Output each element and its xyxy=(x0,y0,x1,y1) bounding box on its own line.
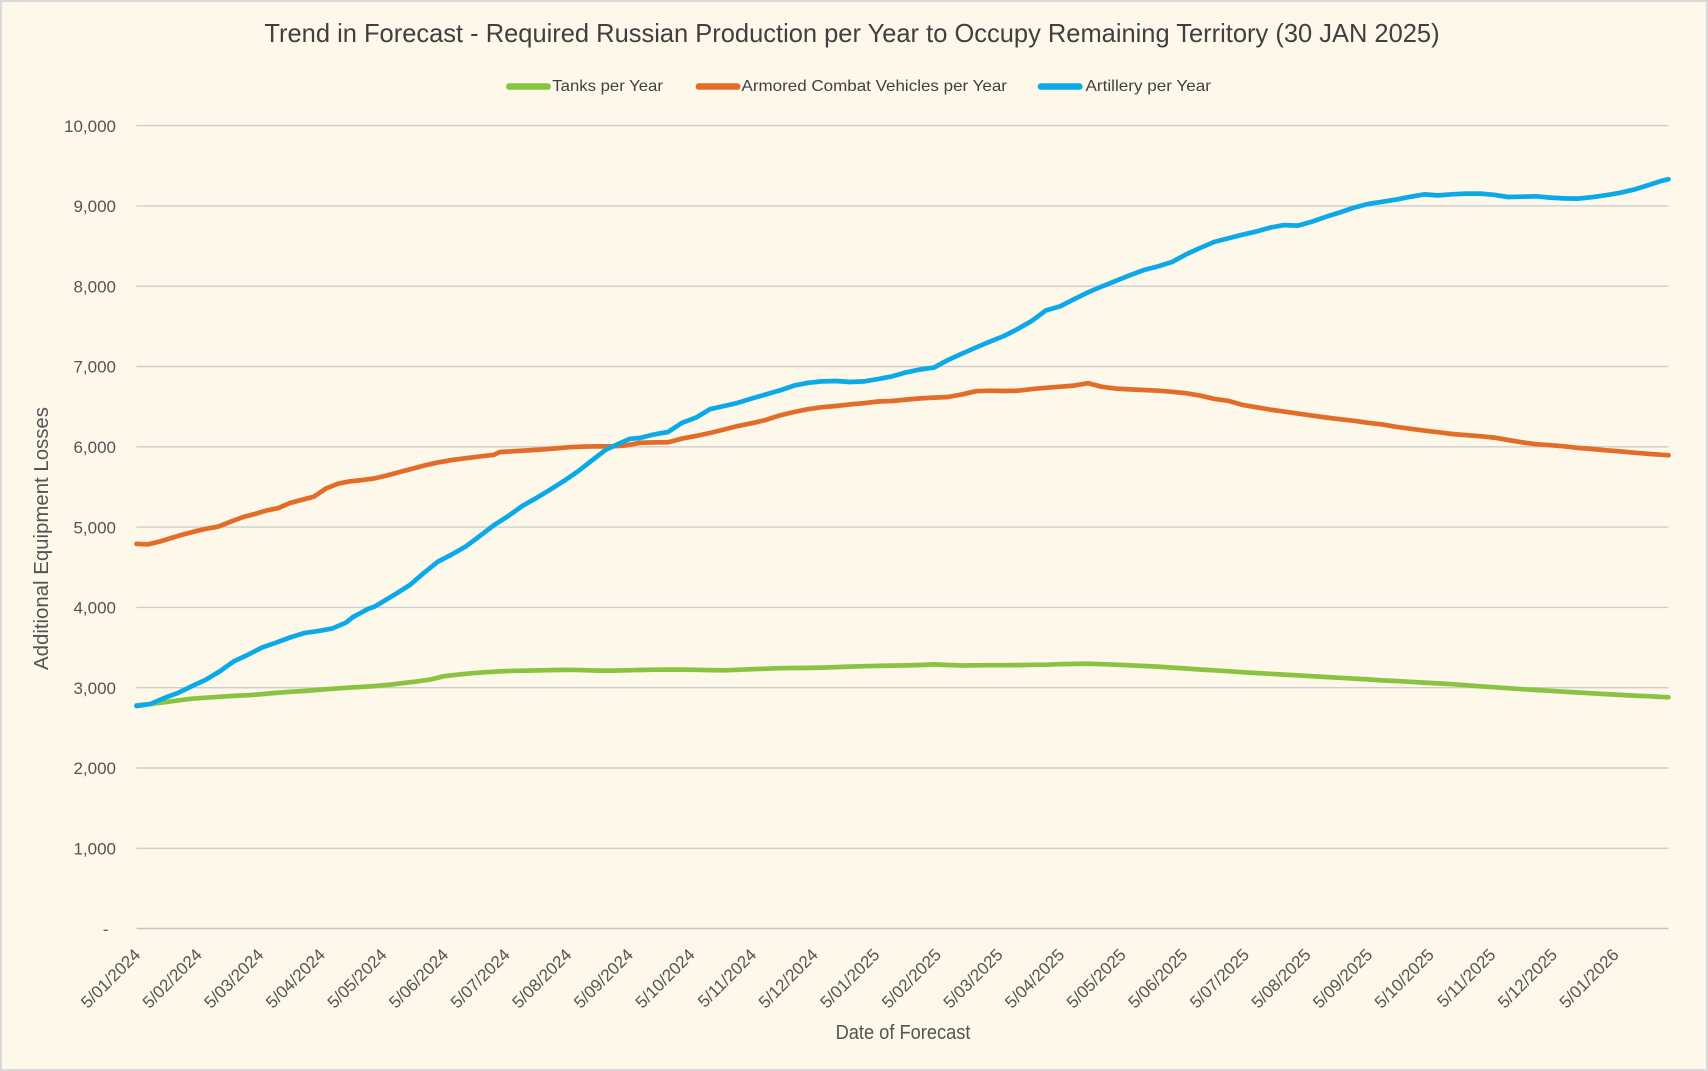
svg-text:Armored Combat Vehicles per Ye: Armored Combat Vehicles per Year xyxy=(742,77,1008,94)
svg-text:Additional Equipment Losses: Additional Equipment Losses xyxy=(31,407,53,670)
svg-text:Tanks per Year: Tanks per Year xyxy=(552,77,663,95)
svg-text:6,000: 6,000 xyxy=(73,438,116,457)
svg-text:2,000: 2,000 xyxy=(73,759,116,778)
svg-text:Date of Forecast: Date of Forecast xyxy=(836,1022,971,1044)
svg-text:Trend in Forecast - Required R: Trend in Forecast - Required Russian Pro… xyxy=(264,20,1439,48)
svg-text:Artillery per Year: Artillery per Year xyxy=(1086,77,1212,95)
svg-text:3,000: 3,000 xyxy=(73,679,116,698)
svg-text:9,000: 9,000 xyxy=(73,197,116,216)
svg-text:-: - xyxy=(103,920,109,939)
svg-text:7,000: 7,000 xyxy=(73,358,116,377)
svg-text:1,000: 1,000 xyxy=(73,840,116,859)
svg-text:4,000: 4,000 xyxy=(73,599,116,618)
svg-text:10,000: 10,000 xyxy=(64,117,116,136)
svg-text:8,000: 8,000 xyxy=(73,277,116,296)
svg-text:5,000: 5,000 xyxy=(73,518,116,537)
